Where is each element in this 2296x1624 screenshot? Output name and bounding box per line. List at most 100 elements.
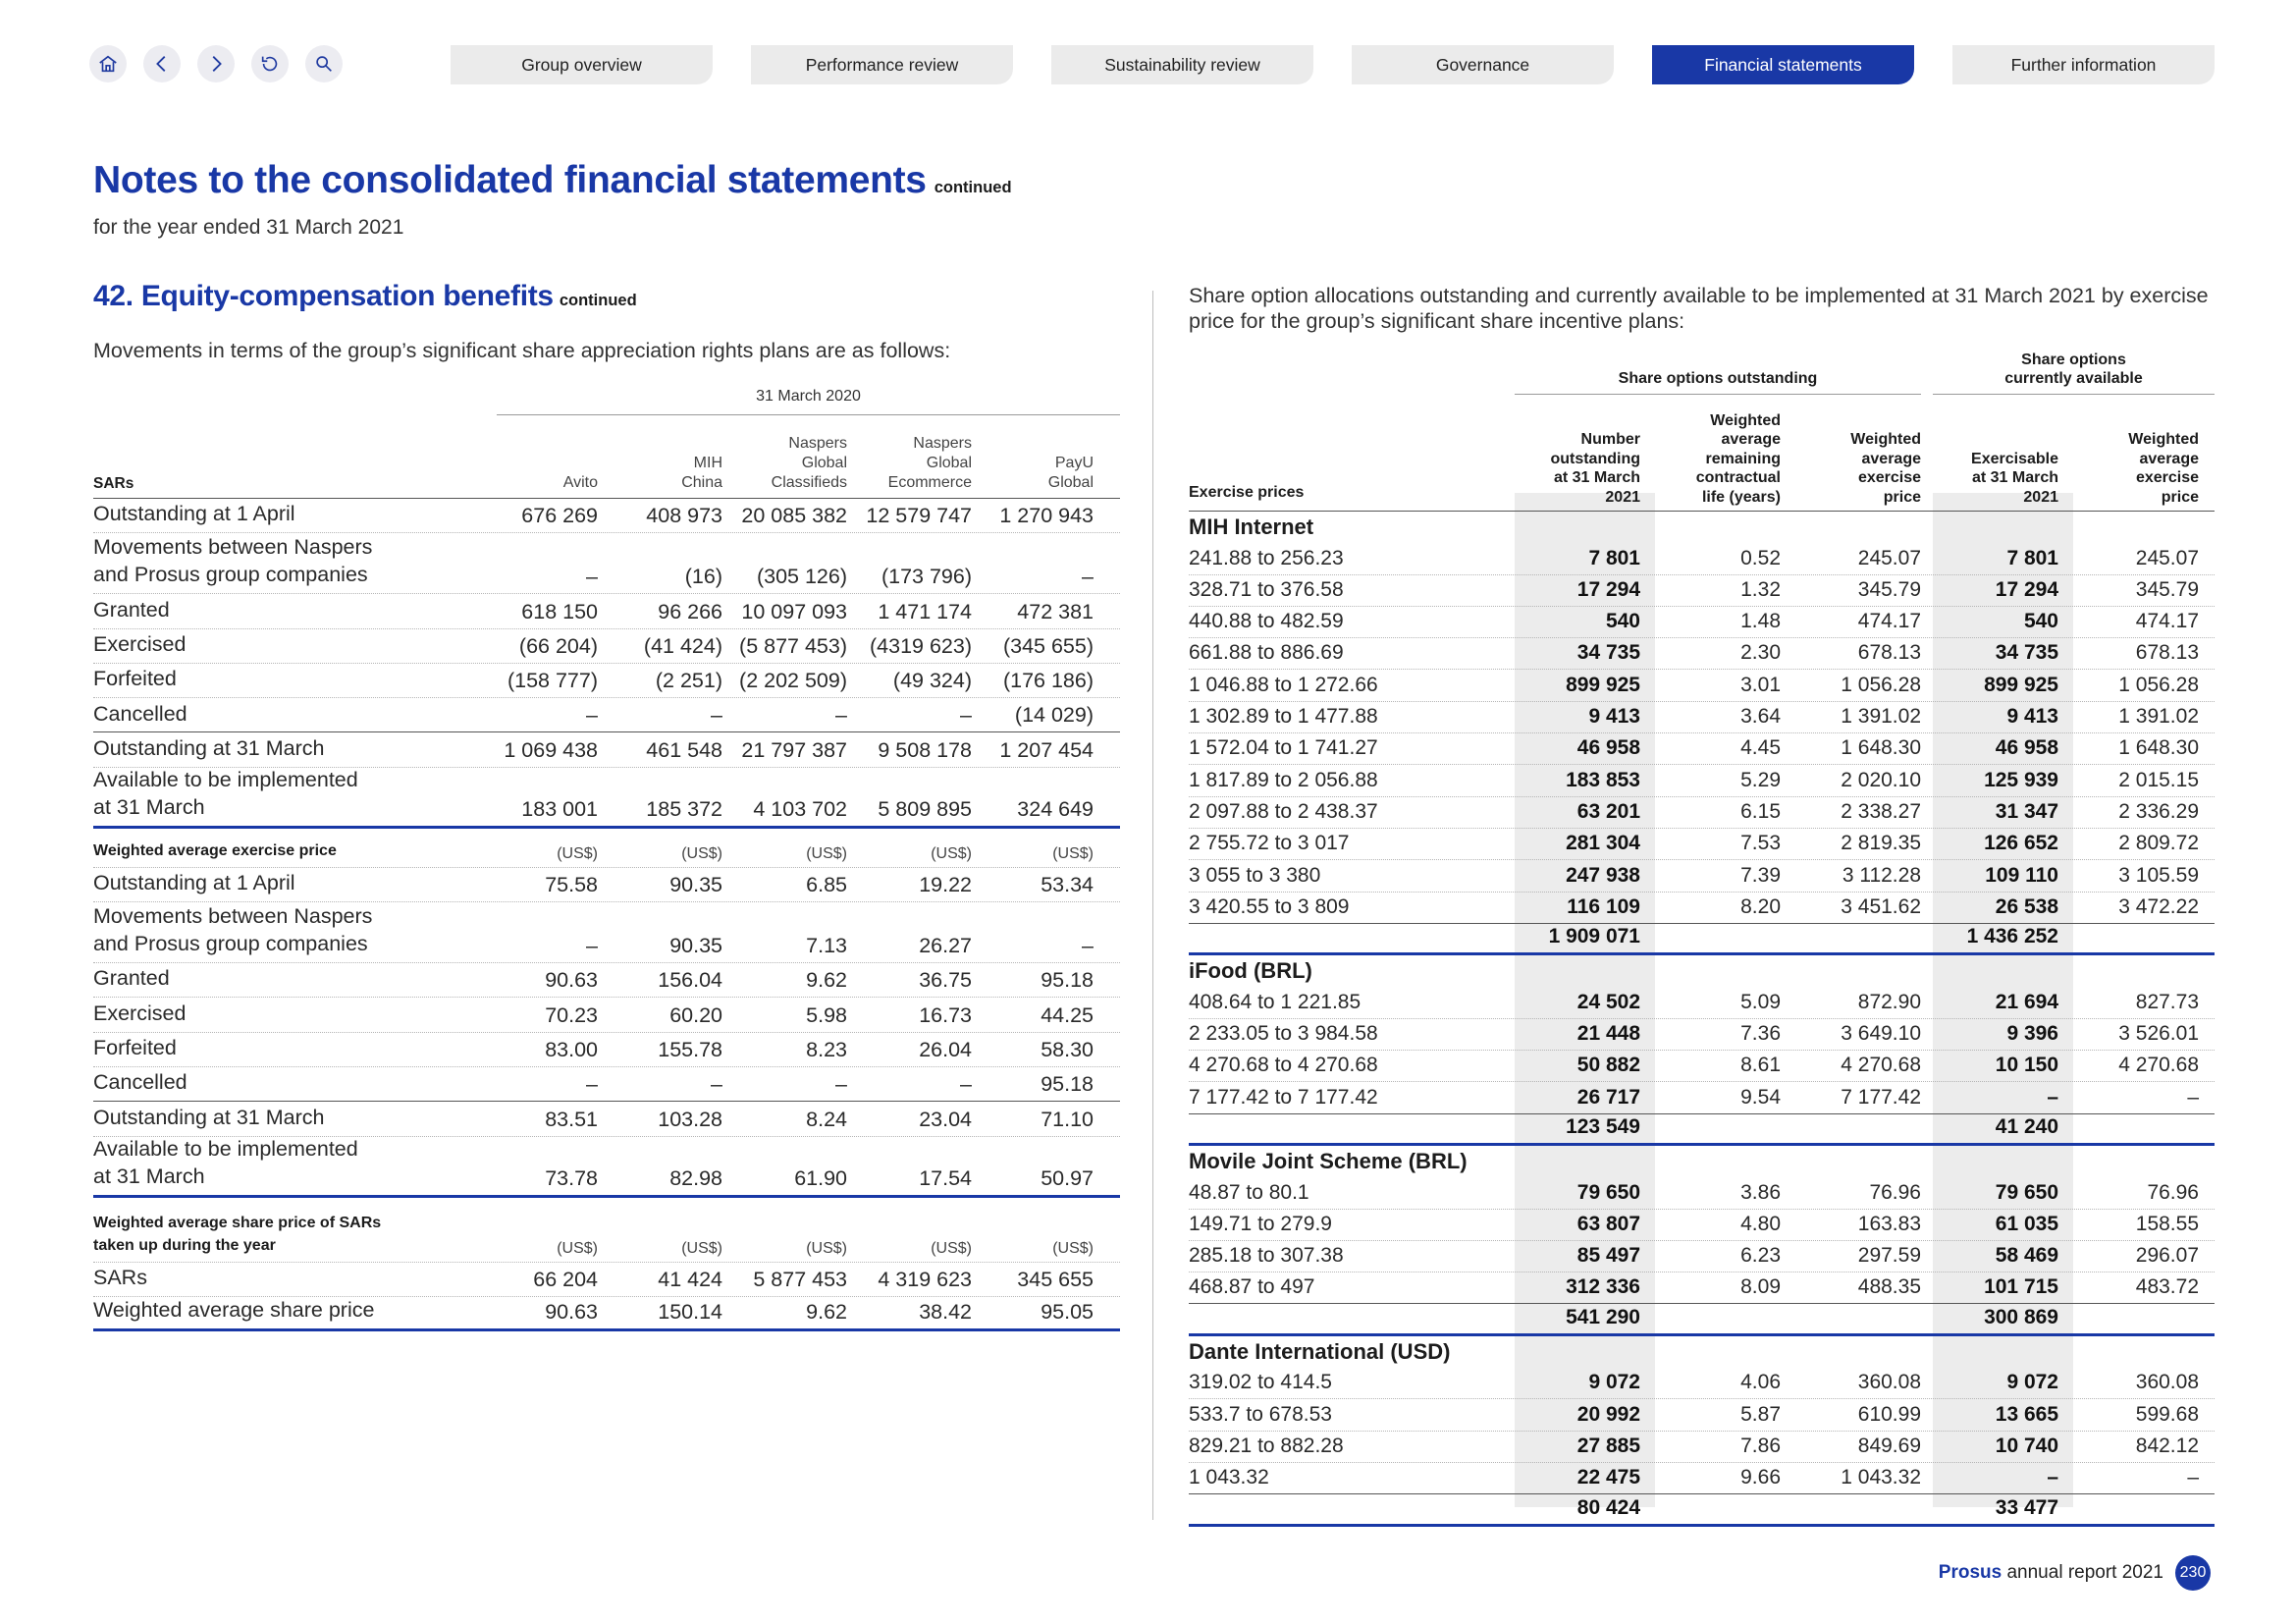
share-options-row: 3 055 to 3 380 247 938 7.39 3 112.28 109 110… [1189, 860, 2215, 893]
share-options-value: 34 735 [1995, 641, 2058, 665]
sars-movement-value: 9 508 178 [878, 737, 972, 762]
wae-value: 90.35 [669, 873, 722, 897]
tab-further-information[interactable]: Further information [1952, 45, 2215, 84]
wae-value: 44.25 [1041, 1002, 1094, 1027]
wasp-value: 345 655 [1017, 1267, 1094, 1291]
wae-value: – [1082, 934, 1094, 958]
wae-label: Exercised [93, 1001, 187, 1025]
share-options-intro: Share option allocations outstanding and… [1189, 284, 2209, 334]
plan-title: MIH Internet [1189, 514, 1314, 540]
wae-value: 90.63 [545, 968, 598, 993]
share-options-value: 5.87 [1740, 1402, 1781, 1426]
sars-movement-value: (176 186) [1002, 669, 1094, 693]
sars-movement-value: (173 796) [881, 565, 972, 589]
share-options-value: 21 448 [1576, 1022, 1640, 1046]
wae-row: Exercised 70.23 60.20 5.98 16.73 44.25 [93, 998, 1120, 1033]
share-options-value: 2 809.72 [2118, 832, 2199, 855]
back-icon[interactable] [143, 45, 181, 82]
forward-icon[interactable] [197, 45, 235, 82]
share-options-value: 13 665 [1995, 1402, 2058, 1426]
tab-financial-statements[interactable]: Financial statements [1652, 45, 1914, 84]
share-options-value: 1 391.02 [1841, 705, 1921, 729]
share-options-value: 9.66 [1740, 1466, 1781, 1489]
share-options-value: 678.13 [1857, 641, 1921, 665]
share-options-value: 7.36 [1740, 1022, 1781, 1046]
share-options-value: 1 391.02 [2118, 705, 2199, 729]
share-options-value: 678.13 [2135, 641, 2199, 665]
search-icon[interactable] [305, 45, 343, 82]
wae-label: Outstanding at 31 March [93, 1105, 325, 1129]
tab-performance-review[interactable]: Performance review [751, 45, 1013, 84]
wasp-header: Weighted average share price of SARs take… [93, 1215, 382, 1255]
sars-movement-value: (14 029) [1014, 703, 1094, 728]
share-options-row: 1 572.04 to 1 741.27 46 958 4.45 1 648.30 46… [1189, 733, 2215, 766]
wae-value: 36.75 [919, 968, 972, 993]
share-options-value: 1.32 [1740, 577, 1781, 601]
unit-label: (US$) [806, 844, 847, 862]
share-options-value: 20 992 [1576, 1402, 1640, 1426]
sars-movement-value: 461 548 [646, 737, 722, 762]
undo-icon[interactable] [251, 45, 289, 82]
share-options-table: Share options outstanding Share options cu… [1189, 352, 2215, 1532]
share-options-row: 2 097.88 to 2 438.37 63 201 6.15 2 338.27 31… [1189, 797, 2215, 829]
wae-row: Granted 90.63 156.04 9.62 36.75 95.18 [93, 963, 1120, 999]
share-options-row: 328.71 to 376.58 17 294 1.32 345.79 17 294 34… [1189, 575, 2215, 607]
exercise-price-range: 241.88 to 256.23 [1189, 546, 1344, 569]
share-options-row: 408.64 to 1 221.85 24 502 5.09 872.90 21 694… [1189, 988, 2215, 1019]
share-options-column-header: Exercisable at 31 March 2021 [1971, 450, 2058, 506]
wae-value: – [960, 1072, 972, 1097]
shade-exercisable [1933, 493, 2073, 1507]
wae-value: 73.78 [545, 1165, 598, 1190]
share-options-value: 610.99 [1857, 1402, 1921, 1426]
share-options-value: – [2047, 1085, 2058, 1109]
share-options-value: 76.96 [1869, 1180, 1921, 1204]
unit-label: (US$) [681, 1239, 722, 1257]
share-options-value: 3 105.59 [2118, 863, 2199, 887]
total-exercisable: 300 869 [1984, 1305, 2058, 1328]
share-options-value: 1 043.32 [1841, 1466, 1921, 1489]
sars-movement-row: Outstanding at 31 March 1 069 438 461 548 2… [93, 733, 1120, 768]
home-icon[interactable] [89, 45, 127, 82]
wae-header: Weighted average exercise price [93, 841, 337, 859]
tab-group-overview[interactable]: Group overview [451, 45, 713, 84]
sars-movement-row: Exercised (66 204) (41 424) (5 877 453) (431… [93, 629, 1120, 664]
wae-value: 16.73 [919, 1002, 972, 1027]
share-options-value: 7 801 [1588, 546, 1640, 569]
share-options-value: 21 694 [1995, 990, 2058, 1013]
sars-movement-value: 408 973 [646, 504, 722, 528]
wae-value: – [835, 1072, 847, 1097]
wasp-value: 5 877 453 [753, 1267, 847, 1291]
share-options-value: 6.23 [1740, 1244, 1781, 1268]
unit-label: (US$) [1052, 844, 1094, 862]
share-options-value: 4 270.68 [1841, 1054, 1921, 1077]
share-options-value: 474.17 [2135, 610, 2199, 633]
column-header-1: MIH China [681, 455, 722, 491]
wae-value: 90.35 [669, 934, 722, 958]
sars-movement-label: Movements between Naspers and Prosus grou… [93, 535, 373, 587]
tab-sustainability-review[interactable]: Sustainability review [1051, 45, 1313, 84]
plan-title: Movile Joint Scheme (BRL) [1189, 1149, 1468, 1174]
wae-value: – [586, 934, 598, 958]
share-options-value: 1 056.28 [2118, 673, 2199, 696]
share-options-value: – [2187, 1466, 2199, 1489]
share-options-value: 483.72 [2135, 1275, 2199, 1299]
tab-governance[interactable]: Governance [1352, 45, 1614, 84]
share-options-row: 1 909 071 1 436 252 [1189, 924, 2215, 956]
share-options-value: 849.69 [1857, 1434, 1921, 1457]
wae-value: 71.10 [1041, 1107, 1094, 1131]
sars-movement-value: – [1082, 565, 1094, 589]
section-title-continued: continued [559, 292, 637, 309]
share-options-value: 46 958 [1576, 736, 1640, 760]
exercise-price-range: 4 270.68 to 4 270.68 [1189, 1054, 1378, 1077]
share-options-value: 7.39 [1740, 863, 1781, 887]
share-options-value: 27 885 [1576, 1434, 1640, 1457]
share-options-value: 58 469 [1995, 1244, 2058, 1268]
share-options-value: 163.83 [1857, 1212, 1921, 1235]
share-options-value: 6.15 [1740, 799, 1781, 823]
wae-row: Available to be implemented at 31 March 73… [93, 1137, 1120, 1198]
share-options-value: 245.07 [1857, 546, 1921, 569]
wae-row: Outstanding at 31 March 83.51 103.28 8.24 23… [93, 1102, 1120, 1137]
sars-movement-value: 1 069 438 [504, 737, 598, 762]
exercise-price-range: 2 097.88 to 2 438.37 [1189, 799, 1378, 823]
share-options-row: 2 755.72 to 3 017 281 304 7.53 2 819.35 126 … [1189, 829, 2215, 861]
